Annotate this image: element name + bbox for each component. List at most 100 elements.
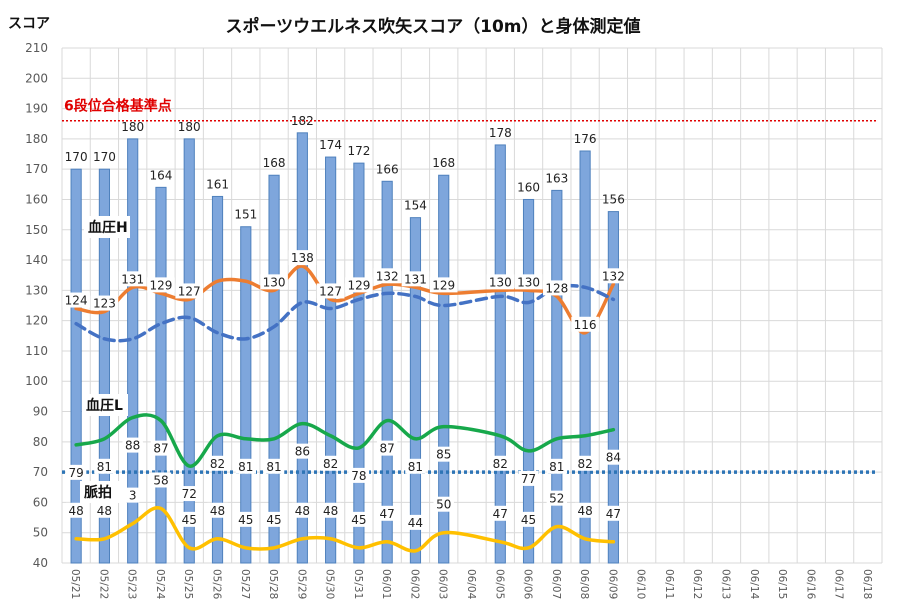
data-label-bg [490, 455, 511, 471]
data-label-bg [603, 449, 624, 465]
y-tick-label: 90 [33, 405, 48, 419]
data-label-bg [207, 502, 228, 518]
line-data-label: 87 [380, 442, 395, 456]
data-label-bg [376, 440, 398, 456]
data-label-bg [514, 274, 543, 290]
data-label-bg [179, 486, 200, 502]
data-label-bg [263, 511, 285, 527]
bar-value-label: 163 [545, 171, 568, 185]
data-label-bg [235, 511, 256, 527]
x-tick-label: 05/26 [211, 569, 223, 600]
data-label-bg [433, 496, 454, 512]
data-label-bg [94, 502, 115, 518]
data-label-bg [263, 458, 285, 474]
data-label-bg [122, 437, 143, 453]
line-series [74, 264, 616, 553]
series-name-label: 血圧H [88, 219, 128, 236]
line-data-label: 47 [380, 507, 395, 521]
y-tick-label: 210 [25, 41, 48, 55]
x-tick-label: 06/05 [493, 569, 505, 599]
data-label-bg [147, 277, 175, 293]
line-data-label: 132 [376, 269, 399, 283]
line-data-label: 48 [210, 504, 225, 518]
x-tick-label: 06/17 [833, 569, 845, 599]
data-label-bg [150, 472, 172, 488]
bar [522, 198, 535, 564]
data-label-bg [179, 511, 200, 527]
x-tick-label: 06/12 [691, 569, 703, 599]
line-data-label: 81 [549, 460, 564, 474]
line-labels: 124 123 131 129 127 130 138 127 129 132 131 129 130 1… [62, 250, 628, 530]
series-label-bg [80, 481, 126, 503]
line-data-label: 45 [182, 513, 197, 527]
series-line [74, 264, 616, 335]
line-data-label: 138 [291, 251, 314, 265]
bar [127, 138, 139, 564]
data-label-bg [118, 271, 147, 287]
data-label-bg [574, 502, 596, 518]
data-label-bg [320, 455, 341, 471]
bar [353, 162, 365, 564]
bar [381, 180, 393, 564]
bar-value-label: 151 [234, 208, 257, 222]
y-ticks: 40 50 60 70 80 90 100 110 120 130 140 150 160 170 180 1… [25, 41, 48, 570]
data-label-bg [260, 274, 288, 290]
data-label-bg [546, 458, 568, 474]
x-tick-label: 05/25 [182, 569, 194, 599]
line-data-label: 45 [238, 513, 253, 527]
data-label-bg [345, 277, 373, 293]
data-label-bg [62, 292, 90, 308]
y-tick-label: 100 [25, 374, 48, 388]
line-data-label: 78 [351, 469, 366, 483]
x-tick-label: 05/31 [352, 569, 364, 599]
bar-value-label: 170 [93, 150, 116, 164]
line-data-label: 82 [323, 457, 338, 471]
line-data-label: 81 [266, 460, 281, 474]
x-tick-label: 06/10 [635, 569, 647, 599]
line-data-label: 82 [577, 457, 592, 471]
line-data-label: 116 [574, 318, 597, 332]
bar [409, 217, 422, 564]
x-tick-label: 05/27 [239, 569, 251, 599]
x-tick-label: 06/01 [380, 569, 392, 599]
line-data-label: 129 [432, 278, 455, 292]
data-label-bg [518, 470, 539, 486]
y-tick-label: 180 [25, 132, 48, 146]
x-tick-label: 05/29 [295, 569, 307, 599]
data-label-bg [316, 283, 345, 299]
bar-value-label: 160 [517, 180, 540, 194]
line-data-label: 132 [602, 269, 625, 283]
x-tick-label: 06/04 [465, 569, 477, 600]
reference-lines: 6段位合格基準点 [62, 98, 878, 474]
data-label-bg [94, 458, 115, 474]
series-line [74, 413, 616, 468]
line-data-label: 84 [606, 451, 621, 465]
bar [325, 156, 337, 564]
x-tick-label: 05/23 [126, 569, 138, 599]
series-name-label: 血圧L [86, 397, 123, 414]
data-label-bg [175, 283, 204, 299]
x-tick-label: 06/07 [550, 569, 562, 599]
line-data-label: 130 [517, 275, 540, 289]
bar-value-label: 180 [178, 120, 201, 134]
series-line [74, 283, 616, 343]
data-label-bg [603, 505, 624, 521]
bar-value-label: 168 [263, 156, 286, 170]
data-label-bg [571, 316, 599, 332]
data-label-bg [126, 487, 140, 503]
bar [98, 168, 111, 564]
bar [268, 174, 280, 564]
data-label-bg [376, 505, 398, 521]
bar-value-label: 170 [65, 150, 88, 164]
bar-value-label: 164 [150, 168, 173, 182]
y-tick-label: 130 [25, 283, 48, 297]
line-data-label: 129 [150, 278, 173, 292]
line-data-label: 131 [404, 272, 427, 286]
line-data-label: 45 [351, 513, 366, 527]
y-tick-label: 40 [33, 556, 48, 570]
line-data-label: 82 [493, 457, 508, 471]
y-tick-label: 200 [25, 71, 48, 85]
x-tick-label: 06/03 [437, 569, 449, 599]
